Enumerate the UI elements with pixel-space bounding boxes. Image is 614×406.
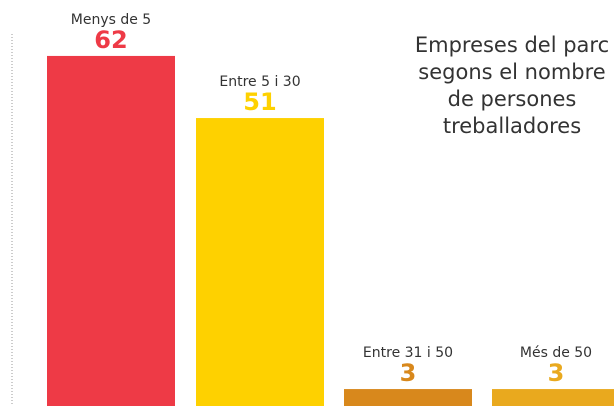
bar <box>492 389 614 406</box>
chart-title: segons el nombre <box>418 60 605 84</box>
bar <box>196 118 324 406</box>
value-label: 62 <box>94 26 127 54</box>
category-label: Més de 50 <box>520 345 592 361</box>
value-label: 51 <box>243 88 276 116</box>
bar <box>344 389 472 406</box>
chart-title: de persones <box>448 87 577 111</box>
category-label: Entre 31 i 50 <box>363 345 453 361</box>
chart-title: Empreses del parc <box>415 33 609 57</box>
value-label: 3 <box>400 359 417 387</box>
category-label: Entre 5 i 30 <box>219 74 300 90</box>
bar <box>47 55 175 406</box>
value-label: 3 <box>548 359 565 387</box>
category-label: Menys de 5 <box>71 12 151 28</box>
chart-title: treballadores <box>443 114 581 138</box>
